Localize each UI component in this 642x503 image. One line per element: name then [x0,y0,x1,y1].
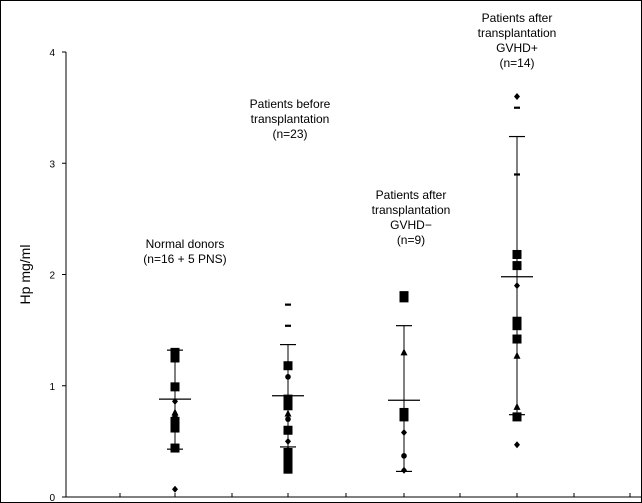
point-dash [285,303,291,306]
group-label-line: Patients after [376,188,447,202]
groups-layer [159,93,533,493]
point-square [512,316,522,326]
point-dot [285,416,291,422]
group-4 [501,93,533,449]
point-dash [514,173,520,176]
point-triangle [513,351,521,359]
point-diamond [514,441,520,449]
point-square [512,261,522,271]
group-label-line: Patients after [482,11,553,25]
group-3 [388,291,420,474]
point-triangle [513,402,521,410]
point-square [512,412,522,422]
point-square [283,401,293,411]
point-square [170,416,180,426]
y-tick-label: 4 [49,48,55,59]
point-diamond [172,397,178,405]
y-tick-label: 3 [49,159,55,170]
point-diamond [401,428,407,436]
group-label-line: Normal donors [146,237,225,251]
group-label-line: GVHD− [390,218,432,232]
group-label-line: transplantation [251,112,330,126]
group-label-line: transplantation [372,203,451,217]
point-square [170,347,180,357]
point-diamond [514,282,520,290]
point-triangle [284,409,292,417]
point-square [283,464,293,474]
point-square [512,249,522,259]
point-dash [285,324,291,327]
group-labels: Normal donors(n=16 + 5 PNS) Patients befo… [143,11,556,266]
point-square [512,334,522,344]
group-2 [272,303,304,474]
point-square [170,382,180,392]
point-diamond [172,485,178,493]
group-1 [159,347,191,493]
point-square [283,425,293,435]
point-dash [514,106,520,109]
point-dot [172,414,178,420]
point-square [399,407,409,417]
point-square [283,453,293,463]
y-axis-title: Hp mg/ml [17,245,33,305]
point-diamond [514,93,520,100]
point-square [170,353,180,363]
group-label-line: (n=9) [397,233,425,247]
group-label-line: Patients before [250,97,331,111]
group-label-line: (n=14) [499,56,534,70]
point-dot [401,453,407,459]
group-label-line: (n=16 + 5 PNS) [143,252,226,266]
point-dot [285,447,291,454]
point-diamond [285,437,291,445]
point-square [170,443,180,453]
point-square [283,394,293,404]
y-tick-label: 2 [49,271,55,282]
point-square [283,459,293,469]
point-square [399,291,409,301]
group-label-line: GVHD+ [496,41,538,55]
group-label-line: transplantation [478,26,557,40]
y-tick-label: 1 [49,382,55,393]
group-label-line: (n=23) [272,127,307,141]
point-triangle [171,408,179,416]
point-diamond [401,466,407,474]
point-square [283,361,293,371]
point-dot [285,374,291,380]
point-triangle [400,348,408,356]
y-tick-label: 0 [49,493,55,503]
x-ticks [119,493,631,497]
y-ticks: 0 1 2 3 4 [49,48,66,503]
